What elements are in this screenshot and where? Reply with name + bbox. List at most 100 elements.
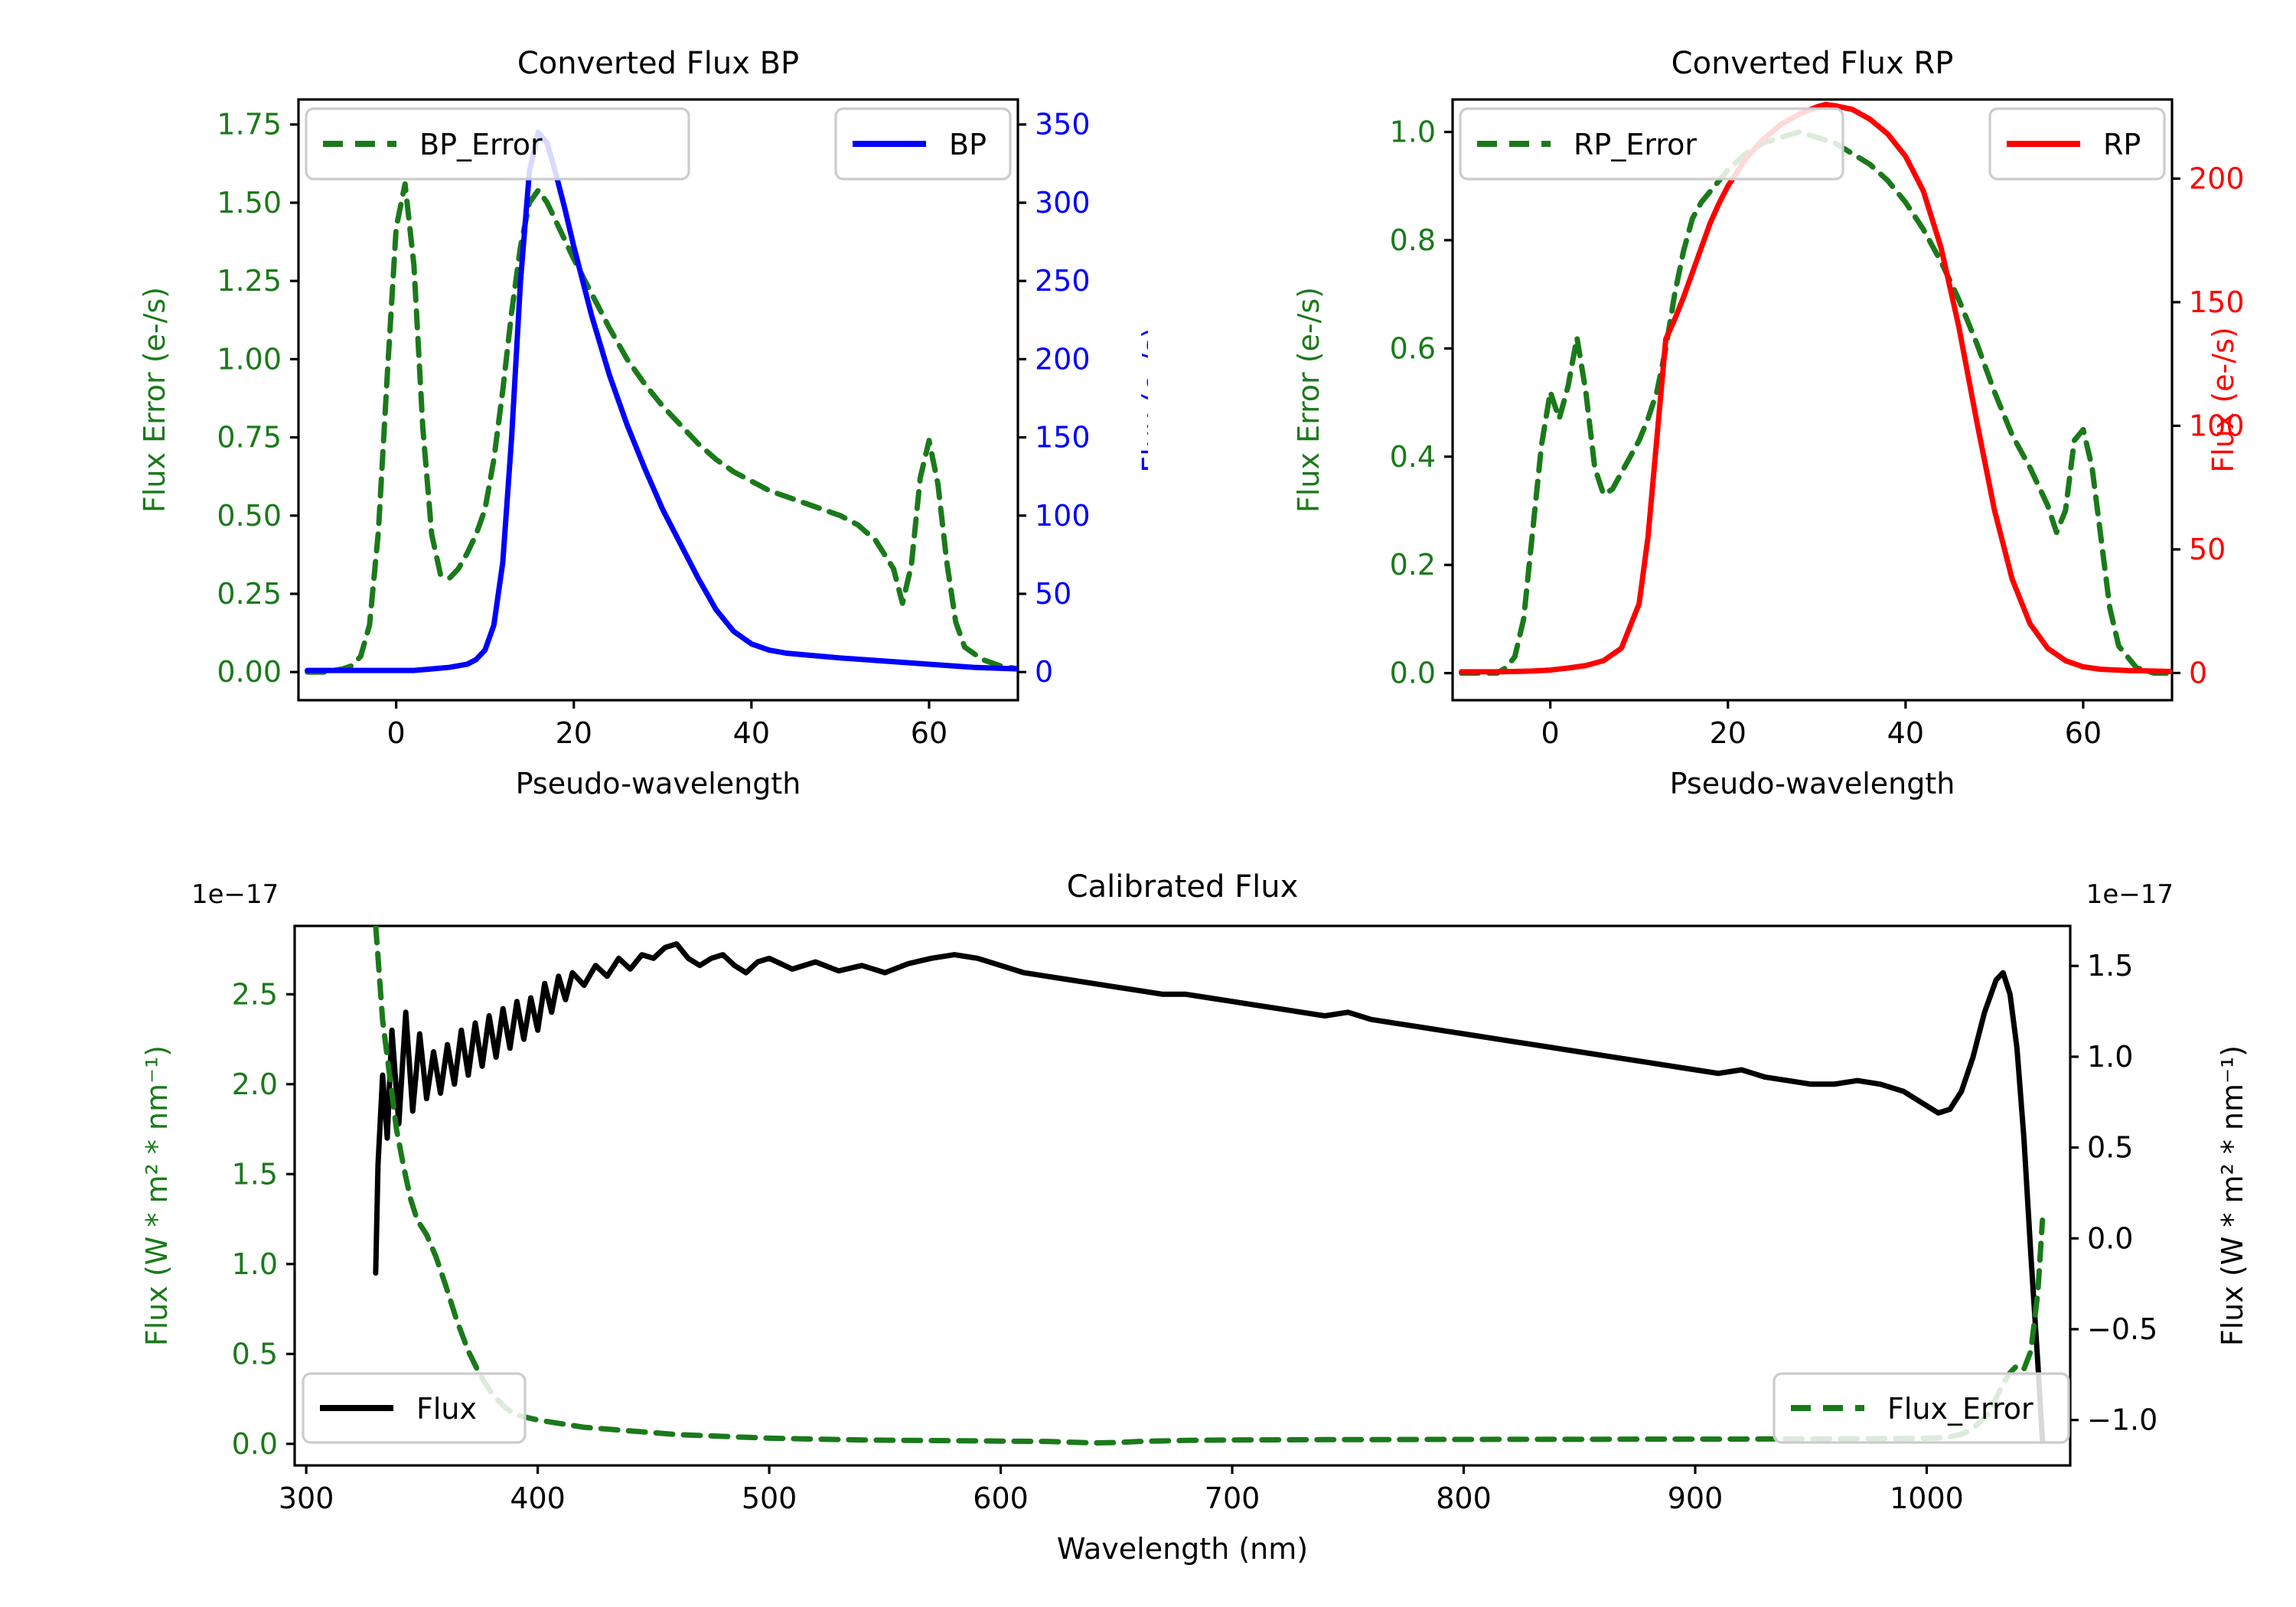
svg-text:0.4: 0.4	[1390, 440, 1436, 474]
svg-text:BP: BP	[949, 128, 987, 161]
svg-text:0.00: 0.00	[217, 655, 282, 689]
series-bp-error	[305, 181, 1018, 675]
svg-text:Flux (e-/s): Flux (e-/s)	[2206, 327, 2240, 472]
svg-text:−0.5: −0.5	[2087, 1312, 2157, 1346]
svg-text:40: 40	[733, 716, 770, 750]
svg-text:RP: RP	[2103, 128, 2141, 161]
svg-text:−1.0: −1.0	[2087, 1403, 2157, 1437]
series-flux	[373, 941, 2046, 1443]
legend-rp: RP	[1988, 107, 2166, 181]
panel-converted-flux-rp: 0 20 40 60 Pseudo-wavelength 0.0 0.2 0.4 0.6 0.8 1…	[1148, 46, 2296, 842]
svg-text:0: 0	[387, 716, 406, 750]
svg-text:1.75: 1.75	[217, 108, 282, 142]
chart-converted-flux-bp: 0 20 40 60 Pseudo-wavelength 0.00 0.25 0.50 0.75…	[138, 46, 1148, 800]
svg-text:2.5: 2.5	[232, 977, 278, 1011]
svg-text:600: 600	[973, 1482, 1029, 1515]
svg-text:60: 60	[2065, 716, 2102, 750]
svg-text:1.0: 1.0	[2087, 1040, 2133, 1074]
svg-text:1e−17: 1e−17	[2086, 879, 2174, 910]
svg-text:350: 350	[1035, 108, 1091, 142]
svg-text:250: 250	[1035, 264, 1091, 298]
series-rp-error	[1459, 129, 2172, 676]
panel-calibrated-flux: 300 400 500 600 700 800 900 1000 Wavelength (nm)…	[0, 826, 2296, 1607]
svg-text:1.25: 1.25	[217, 264, 282, 298]
svg-text:900: 900	[1668, 1482, 1724, 1515]
svg-text:1e−17: 1e−17	[191, 879, 279, 910]
svg-text:Calibrated Flux: Calibrated Flux	[1067, 869, 1299, 905]
legend-box	[302, 1372, 527, 1444]
svg-text:20: 20	[556, 716, 592, 750]
svg-text:2.0: 2.0	[232, 1068, 278, 1101]
svg-text:100: 100	[2189, 409, 2245, 442]
svg-text:1.5: 1.5	[2087, 949, 2133, 983]
svg-text:RP_Error: RP_Error	[1574, 128, 1697, 161]
svg-text:Wavelength (nm): Wavelength (nm)	[1057, 1532, 1308, 1566]
svg-text:300: 300	[1035, 186, 1091, 220]
svg-text:500: 500	[742, 1482, 797, 1515]
svg-text:300: 300	[279, 1482, 334, 1515]
svg-text:Converted Flux RP: Converted Flux RP	[1671, 46, 1954, 81]
svg-text:700: 700	[1205, 1482, 1261, 1515]
svg-text:1000: 1000	[1890, 1482, 1964, 1515]
legend-box	[305, 107, 690, 181]
svg-text:Flux Error (e-/s): Flux Error (e-/s)	[1292, 287, 1326, 513]
chart-calibrated-flux: 300 400 500 600 700 800 900 1000 Wavelength (nm)…	[140, 869, 2249, 1566]
svg-text:50: 50	[1035, 577, 1071, 611]
svg-text:150: 150	[1035, 421, 1091, 455]
svg-text:BP_Error: BP_Error	[419, 128, 543, 161]
legend-bp: BP	[834, 107, 1012, 181]
svg-text:100: 100	[1035, 499, 1091, 533]
plot-frame	[297, 98, 1019, 702]
svg-text:0.6: 0.6	[1390, 331, 1436, 365]
series-bp	[305, 129, 1018, 673]
svg-text:60: 60	[911, 716, 947, 750]
svg-text:Flux: Flux	[416, 1392, 477, 1426]
svg-text:0.0: 0.0	[1390, 657, 1436, 690]
svg-text:0.50: 0.50	[217, 499, 282, 533]
svg-text:0: 0	[1541, 716, 1560, 750]
svg-text:400: 400	[510, 1482, 566, 1515]
plot-frame	[293, 924, 2072, 1467]
legend-box	[1773, 1372, 2070, 1444]
svg-text:0.0: 0.0	[2087, 1221, 2133, 1255]
svg-text:0.25: 0.25	[217, 577, 282, 611]
svg-text:1.0: 1.0	[232, 1247, 278, 1281]
svg-text:1.5: 1.5	[232, 1157, 278, 1191]
svg-text:20: 20	[1710, 716, 1746, 750]
svg-text:0.0: 0.0	[232, 1427, 278, 1461]
legend-bp-error: BP_Error	[305, 107, 690, 181]
svg-text:Converted Flux BP: Converted Flux BP	[517, 46, 799, 81]
series-group	[1459, 101, 2172, 676]
svg-text:1.0: 1.0	[1390, 115, 1436, 148]
series-flux-error	[373, 926, 2046, 1446]
svg-text:Flux (e-/s): Flux (e-/s)	[1137, 327, 1148, 472]
svg-text:0.5: 0.5	[2087, 1131, 2133, 1165]
svg-text:200: 200	[1035, 342, 1091, 376]
svg-text:Flux (W * m² * nm⁻¹): Flux (W * m² * nm⁻¹)	[140, 1045, 174, 1346]
svg-text:1.00: 1.00	[217, 342, 282, 376]
svg-text:200: 200	[2189, 161, 2245, 195]
legend-box	[1459, 107, 1844, 181]
svg-text:Flux (W * m² * nm⁻¹): Flux (W * m² * nm⁻¹)	[2216, 1045, 2249, 1346]
legend-rp-error: RP_Error	[1459, 107, 1844, 181]
svg-text:150: 150	[2189, 285, 2245, 319]
svg-text:0.8: 0.8	[1390, 223, 1436, 257]
panel-converted-flux-bp: 0 20 40 60 Pseudo-wavelength 0.00 0.25 0.50 0.75…	[0, 46, 1148, 842]
chart-converted-flux-rp: 0 20 40 60 Pseudo-wavelength 0.0 0.2 0.4 0.6 0.8 1…	[1292, 46, 2245, 800]
legend-flux: Flux	[302, 1372, 527, 1444]
svg-text:50: 50	[2189, 533, 2226, 566]
series-group	[373, 926, 2046, 1446]
svg-text:800: 800	[1436, 1482, 1492, 1515]
svg-text:Pseudo-wavelength: Pseudo-wavelength	[516, 767, 801, 800]
svg-text:40: 40	[1887, 716, 1924, 750]
svg-text:0.2: 0.2	[1390, 548, 1436, 582]
plot-frame	[1451, 98, 2174, 702]
legend-flux-error: Flux_Error	[1773, 1372, 2070, 1444]
svg-text:0: 0	[2189, 656, 2207, 689]
svg-text:Flux_Error: Flux_Error	[1887, 1392, 2033, 1426]
svg-text:Pseudo-wavelength: Pseudo-wavelength	[1670, 767, 1955, 800]
svg-text:0.5: 0.5	[232, 1337, 278, 1371]
series-group	[305, 129, 1018, 675]
svg-text:1.50: 1.50	[217, 186, 282, 220]
